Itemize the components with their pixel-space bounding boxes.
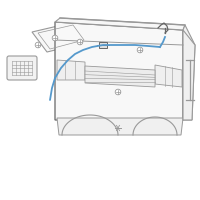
Polygon shape xyxy=(57,118,183,135)
Polygon shape xyxy=(183,25,195,120)
Circle shape xyxy=(115,89,121,95)
Circle shape xyxy=(52,35,58,41)
Polygon shape xyxy=(85,66,155,87)
Polygon shape xyxy=(32,22,88,52)
Polygon shape xyxy=(183,30,195,120)
Polygon shape xyxy=(155,65,182,87)
Polygon shape xyxy=(55,22,183,120)
Polygon shape xyxy=(57,60,85,80)
Polygon shape xyxy=(99,42,107,48)
Polygon shape xyxy=(55,18,185,30)
Circle shape xyxy=(35,42,41,48)
Circle shape xyxy=(77,39,83,45)
FancyBboxPatch shape xyxy=(7,56,37,80)
Circle shape xyxy=(137,47,143,53)
